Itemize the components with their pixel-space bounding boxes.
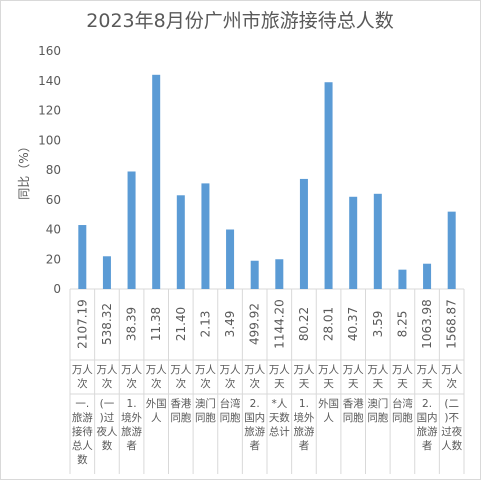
category-unit-label: 万人次 (220, 364, 241, 390)
category-name-label: *人天数总计 (269, 398, 290, 438)
bar (102, 256, 111, 289)
category-value-label: 38.39 (125, 307, 139, 341)
category-name-label: 一.旅游接待总人数 (72, 398, 93, 466)
category-unit-label: 万人次 (195, 364, 216, 390)
category-unit-label: 万人天 (293, 364, 314, 390)
bar (349, 196, 358, 289)
category-unit-label: 万人次 (72, 364, 93, 390)
bar (127, 171, 136, 289)
category-unit-label: 万人次 (121, 364, 142, 390)
category-name-label: 香港同胞 (343, 398, 364, 424)
bar (176, 195, 185, 289)
bar (447, 211, 456, 289)
category-unit-label: 万人次 (170, 364, 191, 390)
bar (299, 178, 308, 289)
y-tick-label: 0 (53, 282, 61, 296)
category-name-label: 2.国内旅游者 (244, 398, 265, 452)
category-value-label: 3.49 (223, 311, 237, 338)
category-name-label: 台湾同胞 (220, 397, 241, 424)
category-name-label: 台湾同胞 (392, 397, 413, 424)
bar (152, 74, 161, 289)
category-unit-label: 万人天 (367, 364, 388, 390)
bar (373, 193, 382, 289)
category-value-label: 2107.19 (75, 299, 89, 349)
category-unit-label: 万人天 (318, 364, 339, 390)
category-value-label: 2.13 (198, 311, 212, 338)
category-value-label: 499.92 (248, 303, 262, 345)
category-value-label: 8.25 (395, 311, 409, 338)
category-value-label: 28.01 (322, 307, 336, 341)
category-name-label: 澳门同胞 (367, 397, 388, 424)
category-value-label: 1144.20 (272, 299, 286, 349)
bar (275, 259, 284, 289)
category-unit-label: 万人天 (417, 364, 438, 390)
category-unit-label: 万人天 (269, 364, 290, 390)
category-unit-label: 万人次 (244, 364, 265, 390)
chart-title: 2023年8月份广州市旅游接待总人数 (86, 10, 393, 32)
y-tick-label: 160 (38, 44, 61, 58)
category-value-label: 40.37 (346, 307, 360, 341)
category-name-label: 外国人 (146, 398, 167, 424)
category-name-label: 外国人 (318, 398, 339, 424)
y-axis-label: 同比（%） (17, 140, 31, 199)
category-value-label: 538.32 (100, 303, 114, 345)
bar (423, 263, 432, 289)
y-tick-label: 60 (46, 193, 61, 207)
bar (201, 183, 210, 289)
category-value-label: 80.22 (297, 307, 311, 341)
category-value-label: 11.38 (149, 307, 163, 341)
y-tick-label: 140 (38, 74, 61, 88)
bar (324, 82, 333, 289)
category-unit-label: 万人天 (392, 364, 413, 390)
y-tick-label: 40 (46, 223, 61, 237)
category-unit-label: 万人次 (441, 364, 462, 390)
category-value-label: 1063.98 (420, 299, 434, 349)
y-tick-label: 100 (38, 133, 61, 147)
category-name-label: 1.境外旅游者 (293, 398, 314, 452)
y-tick-label: 20 (46, 252, 61, 266)
bar (250, 260, 259, 289)
y-tick-label: 80 (46, 163, 61, 177)
category-name-label: (一)过夜人数 (96, 398, 117, 452)
category-value-label: 1568.87 (445, 299, 459, 349)
category-name-label: (二)不过夜人数 (441, 398, 462, 452)
bar (78, 225, 87, 289)
category-value-label: 21.40 (174, 307, 188, 341)
y-tick-label: 120 (38, 104, 61, 118)
category-unit-label: 万人天 (343, 364, 364, 390)
bar (398, 269, 407, 289)
bar (226, 229, 235, 289)
category-name-label: 2.国内旅游者 (417, 398, 438, 452)
category-name-label: 澳门同胞 (195, 397, 216, 424)
category-unit-label: 万人次 (96, 364, 117, 390)
category-name-label: 香港同胞 (170, 398, 191, 424)
category-name-label: 1.境外旅游者 (121, 398, 142, 452)
category-value-label: 3.59 (371, 311, 385, 338)
category-unit-label: 万人次 (146, 364, 167, 390)
